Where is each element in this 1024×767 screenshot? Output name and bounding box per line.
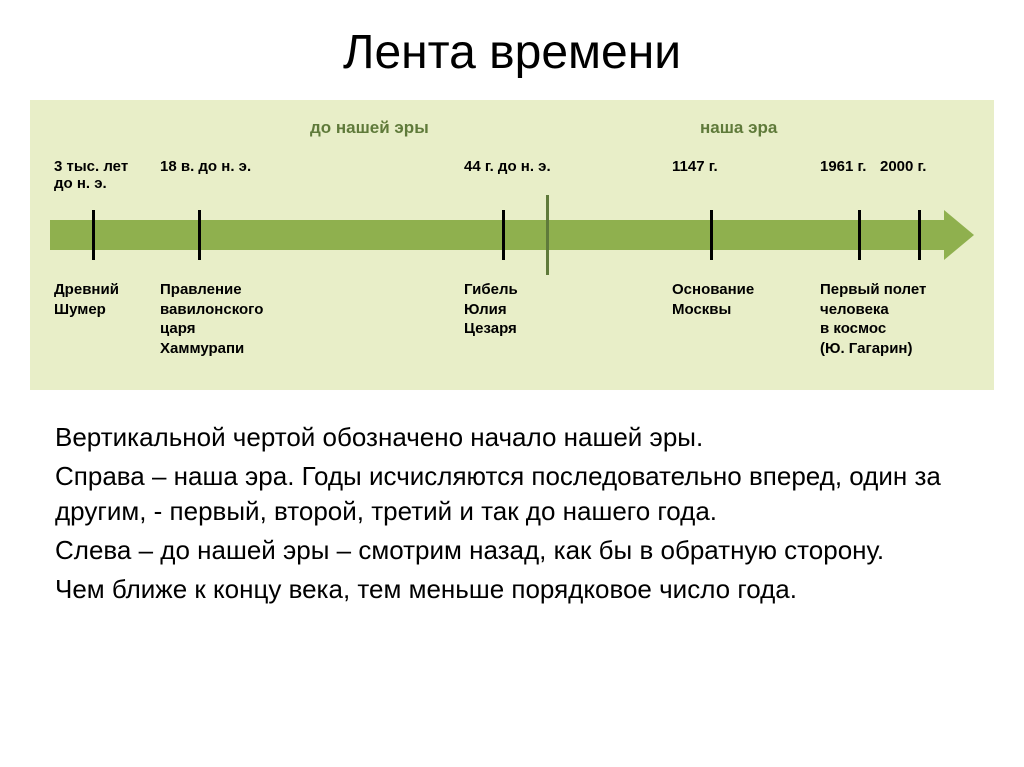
era-right-label: наша эра — [700, 118, 777, 138]
timeline-event-label: ПравлениевавилонскогоцаряХаммурапи — [160, 280, 310, 358]
timeline-date-label: 1147 г. — [672, 158, 782, 175]
timeline-event-label: Первый полетчеловекав космос(Ю. Гагарин) — [820, 280, 970, 358]
era-divider — [546, 195, 549, 275]
timeline-tick — [858, 210, 861, 260]
timeline-date-label: 3 тыс. летдо н. э. — [54, 158, 164, 192]
timeline-event-label: ОснованиеМосквы — [672, 280, 822, 319]
timeline-tick — [918, 210, 921, 260]
body-paragraph: Вертикальной чертой обозначено начало на… — [55, 420, 969, 455]
body-paragraph: Справа – наша эра. Годы исчисляются посл… — [55, 459, 969, 529]
timeline-tick — [92, 210, 95, 260]
timeline-tick — [710, 210, 713, 260]
arrow-body — [50, 220, 944, 250]
timeline-event-label: ГибельЮлияЦезаря — [464, 280, 614, 339]
timeline-date-label: 44 г. до н. э. — [464, 158, 574, 175]
timeline-arrow — [50, 210, 974, 260]
timeline-tick — [198, 210, 201, 260]
timeline-tick — [502, 210, 505, 260]
timeline-date-label: 2000 г. — [880, 158, 990, 175]
arrow-head — [944, 210, 974, 260]
timeline-date-label: 18 в. до н. э. — [160, 158, 270, 175]
body-paragraph: Слева – до нашей эры – смотрим назад, ка… — [55, 533, 969, 568]
body-paragraph: Чем ближе к концу века, тем меньше поряд… — [55, 572, 969, 607]
body-text: Вертикальной чертой обозначено начало на… — [55, 420, 969, 607]
timeline-diagram: до нашей эры наша эра 3 тыс. летдо н. э.… — [30, 100, 994, 390]
page-title: Лента времени — [0, 0, 1024, 100]
era-left-label: до нашей эры — [310, 118, 429, 138]
